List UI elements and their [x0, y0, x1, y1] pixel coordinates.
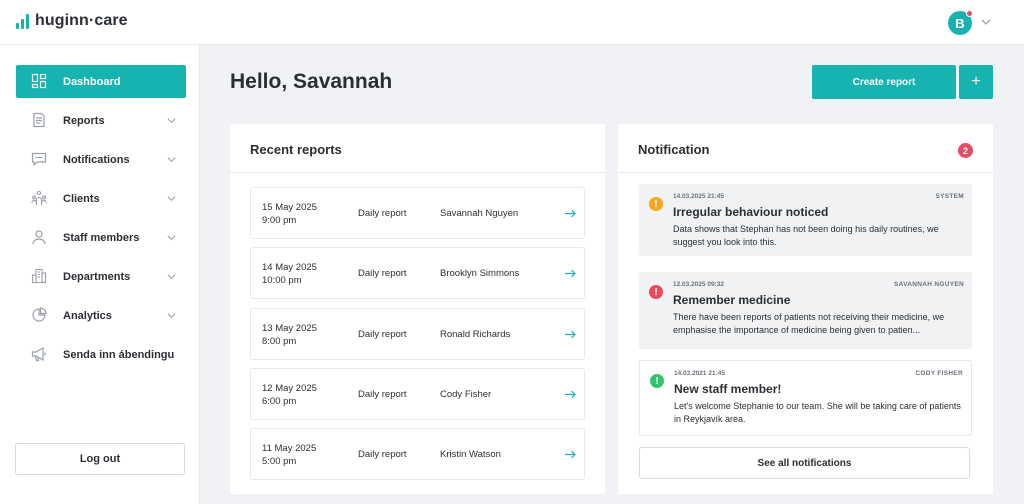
sidebar-item-staff-members[interactable]: Staff members [16, 221, 186, 254]
pie-chart-icon [32, 307, 47, 322]
arrow-right-icon[interactable] [564, 448, 577, 461]
chevron-down-icon [167, 274, 176, 280]
report-row[interactable]: 12 May 2025 6:00 pm Daily report Cody Fis… [250, 368, 585, 420]
report-type: Daily report [358, 389, 407, 400]
add-button[interactable]: + [959, 65, 993, 99]
sidebar-item-label: Staff members [63, 231, 140, 244]
dashboard-icon [31, 73, 47, 89]
report-row[interactable]: 15 May 2025 9:00 pm Daily report Savannah… [250, 187, 585, 239]
arrow-right-icon[interactable] [564, 267, 577, 280]
sidebar-item-label: Senda inn ábendingu [63, 348, 175, 361]
report-client-name: Cody Fisher [440, 389, 492, 400]
chevron-down-icon [167, 157, 176, 163]
sidebar-item-clients[interactable]: Clients [16, 182, 186, 215]
sidebar-item-feedback[interactable]: Senda inn ábendingu [16, 338, 186, 371]
sidebar-item-notifications[interactable]: Notifications [16, 143, 186, 176]
notification-author: SAVANNAH NGUYEN [894, 281, 964, 288]
building-icon [31, 268, 47, 284]
report-client-name: Kristin Watson [440, 449, 501, 460]
report-row[interactable]: 14 May 2025 10:00 pm Daily report Brookly… [250, 247, 585, 299]
report-datetime: 12 May 2025 6:00 pm [262, 383, 317, 407]
chevron-down-icon [167, 313, 176, 319]
page-title: Hello, Savannah [230, 70, 393, 93]
notification-title: New staff member! [674, 382, 782, 396]
arrow-right-icon[interactable] [564, 328, 577, 341]
report-client-name: Brooklyn Simmons [440, 268, 520, 279]
sidebar-item-label: Dashboard [63, 75, 121, 88]
divider [618, 172, 993, 173]
sidebar-item-dashboard[interactable]: Dashboard [16, 65, 186, 98]
report-type: Daily report [358, 449, 407, 460]
notification-author: CODY FISHER [915, 370, 963, 377]
report-type: Daily report [358, 268, 407, 279]
message-icon [31, 152, 47, 167]
sidebar-item-label: Notifications [63, 153, 130, 166]
sidebar-item-label: Departments [63, 270, 131, 283]
logo[interactable]: huginn·care [16, 12, 128, 30]
report-datetime: 15 May 2025 9:00 pm [262, 202, 317, 226]
panel-title: Recent reports [250, 142, 342, 157]
notification-card[interactable]: ! 12.03.2025 09:32 SAVANNAH NGUYEN Remem… [639, 272, 972, 349]
notification-title: Remember medicine [673, 293, 791, 307]
notification-count-badge: 2 [958, 143, 973, 158]
sidebar-item-departments[interactable]: Departments [16, 260, 186, 293]
report-datetime: 14 May 2025 10:00 pm [262, 262, 317, 286]
brand-name: huginn·care [35, 12, 128, 29]
notification-text: Let's welcome Stephanie to our team. She… [674, 401, 961, 424]
sidebar-item-label: Clients [63, 192, 100, 205]
arrow-right-icon[interactable] [564, 388, 577, 401]
recent-reports-panel: Recent reports 15 May 2025 9:00 pm Daily … [230, 124, 605, 494]
warning-icon: ! [649, 197, 663, 211]
chevron-down-icon[interactable] [980, 16, 992, 28]
report-datetime: 13 May 2025 8:00 pm [262, 323, 317, 347]
report-client-name: Savannah Nguyen [440, 208, 519, 219]
sidebar-item-analytics[interactable]: Analytics [16, 299, 186, 332]
report-type: Daily report [358, 208, 407, 219]
chevron-down-icon [167, 118, 176, 124]
user-icon [32, 230, 46, 245]
document-icon [33, 112, 45, 128]
notification-author: SYSTEM [935, 193, 964, 200]
chevron-down-icon [167, 196, 176, 202]
notification-timestamp: 12.03.2025 09:32 [673, 281, 724, 288]
panel-title: Notification [638, 142, 710, 157]
notification-text: There have been reports of patients not … [673, 312, 945, 335]
arrow-right-icon[interactable] [564, 207, 577, 220]
report-row[interactable]: 11 May 2025 5:00 pm Daily report Kristin … [250, 428, 585, 480]
avatar-notification-dot [966, 10, 973, 17]
notification-panel: Notification 2 ! 14.03.2025 21:45 SYSTEM… [618, 124, 993, 494]
notification-card[interactable]: ! 14.03.2021 21:45 CODY FISHER New staff… [639, 360, 972, 436]
logout-button[interactable]: Log out [15, 443, 185, 475]
clients-icon [31, 190, 47, 205]
megaphone-icon [31, 346, 46, 362]
see-all-notifications-button[interactable]: See all notifications [639, 447, 970, 479]
report-datetime: 11 May 2025 5:00 pm [262, 443, 317, 467]
report-type: Daily report [358, 329, 407, 340]
report-row[interactable]: 13 May 2025 8:00 pm Daily report Ronald R… [250, 308, 585, 360]
sidebar-item-label: Reports [63, 114, 105, 127]
notification-card[interactable]: ! 14.03.2025 21:45 SYSTEM Irregular beha… [639, 184, 972, 256]
notification-text: Data shows that Stephan has not been doi… [673, 224, 939, 247]
notification-timestamp: 14.03.2025 21:45 [673, 193, 724, 200]
error-icon: ! [649, 285, 663, 299]
create-report-button[interactable]: Create report [812, 65, 956, 99]
logo-bars-icon [16, 13, 29, 29]
chevron-down-icon [167, 235, 176, 241]
sidebar: Dashboard Reports Notifications Clients … [0, 45, 200, 504]
sidebar-item-label: Analytics [63, 309, 112, 322]
top-bar: huginn·care B [0, 0, 1024, 45]
notification-timestamp: 14.03.2021 21:45 [674, 370, 725, 377]
report-client-name: Ronald Richards [440, 329, 511, 340]
notification-title: Irregular behaviour noticed [673, 205, 829, 219]
success-icon: ! [650, 374, 664, 388]
sidebar-item-reports[interactable]: Reports [16, 104, 186, 137]
divider [230, 172, 605, 173]
